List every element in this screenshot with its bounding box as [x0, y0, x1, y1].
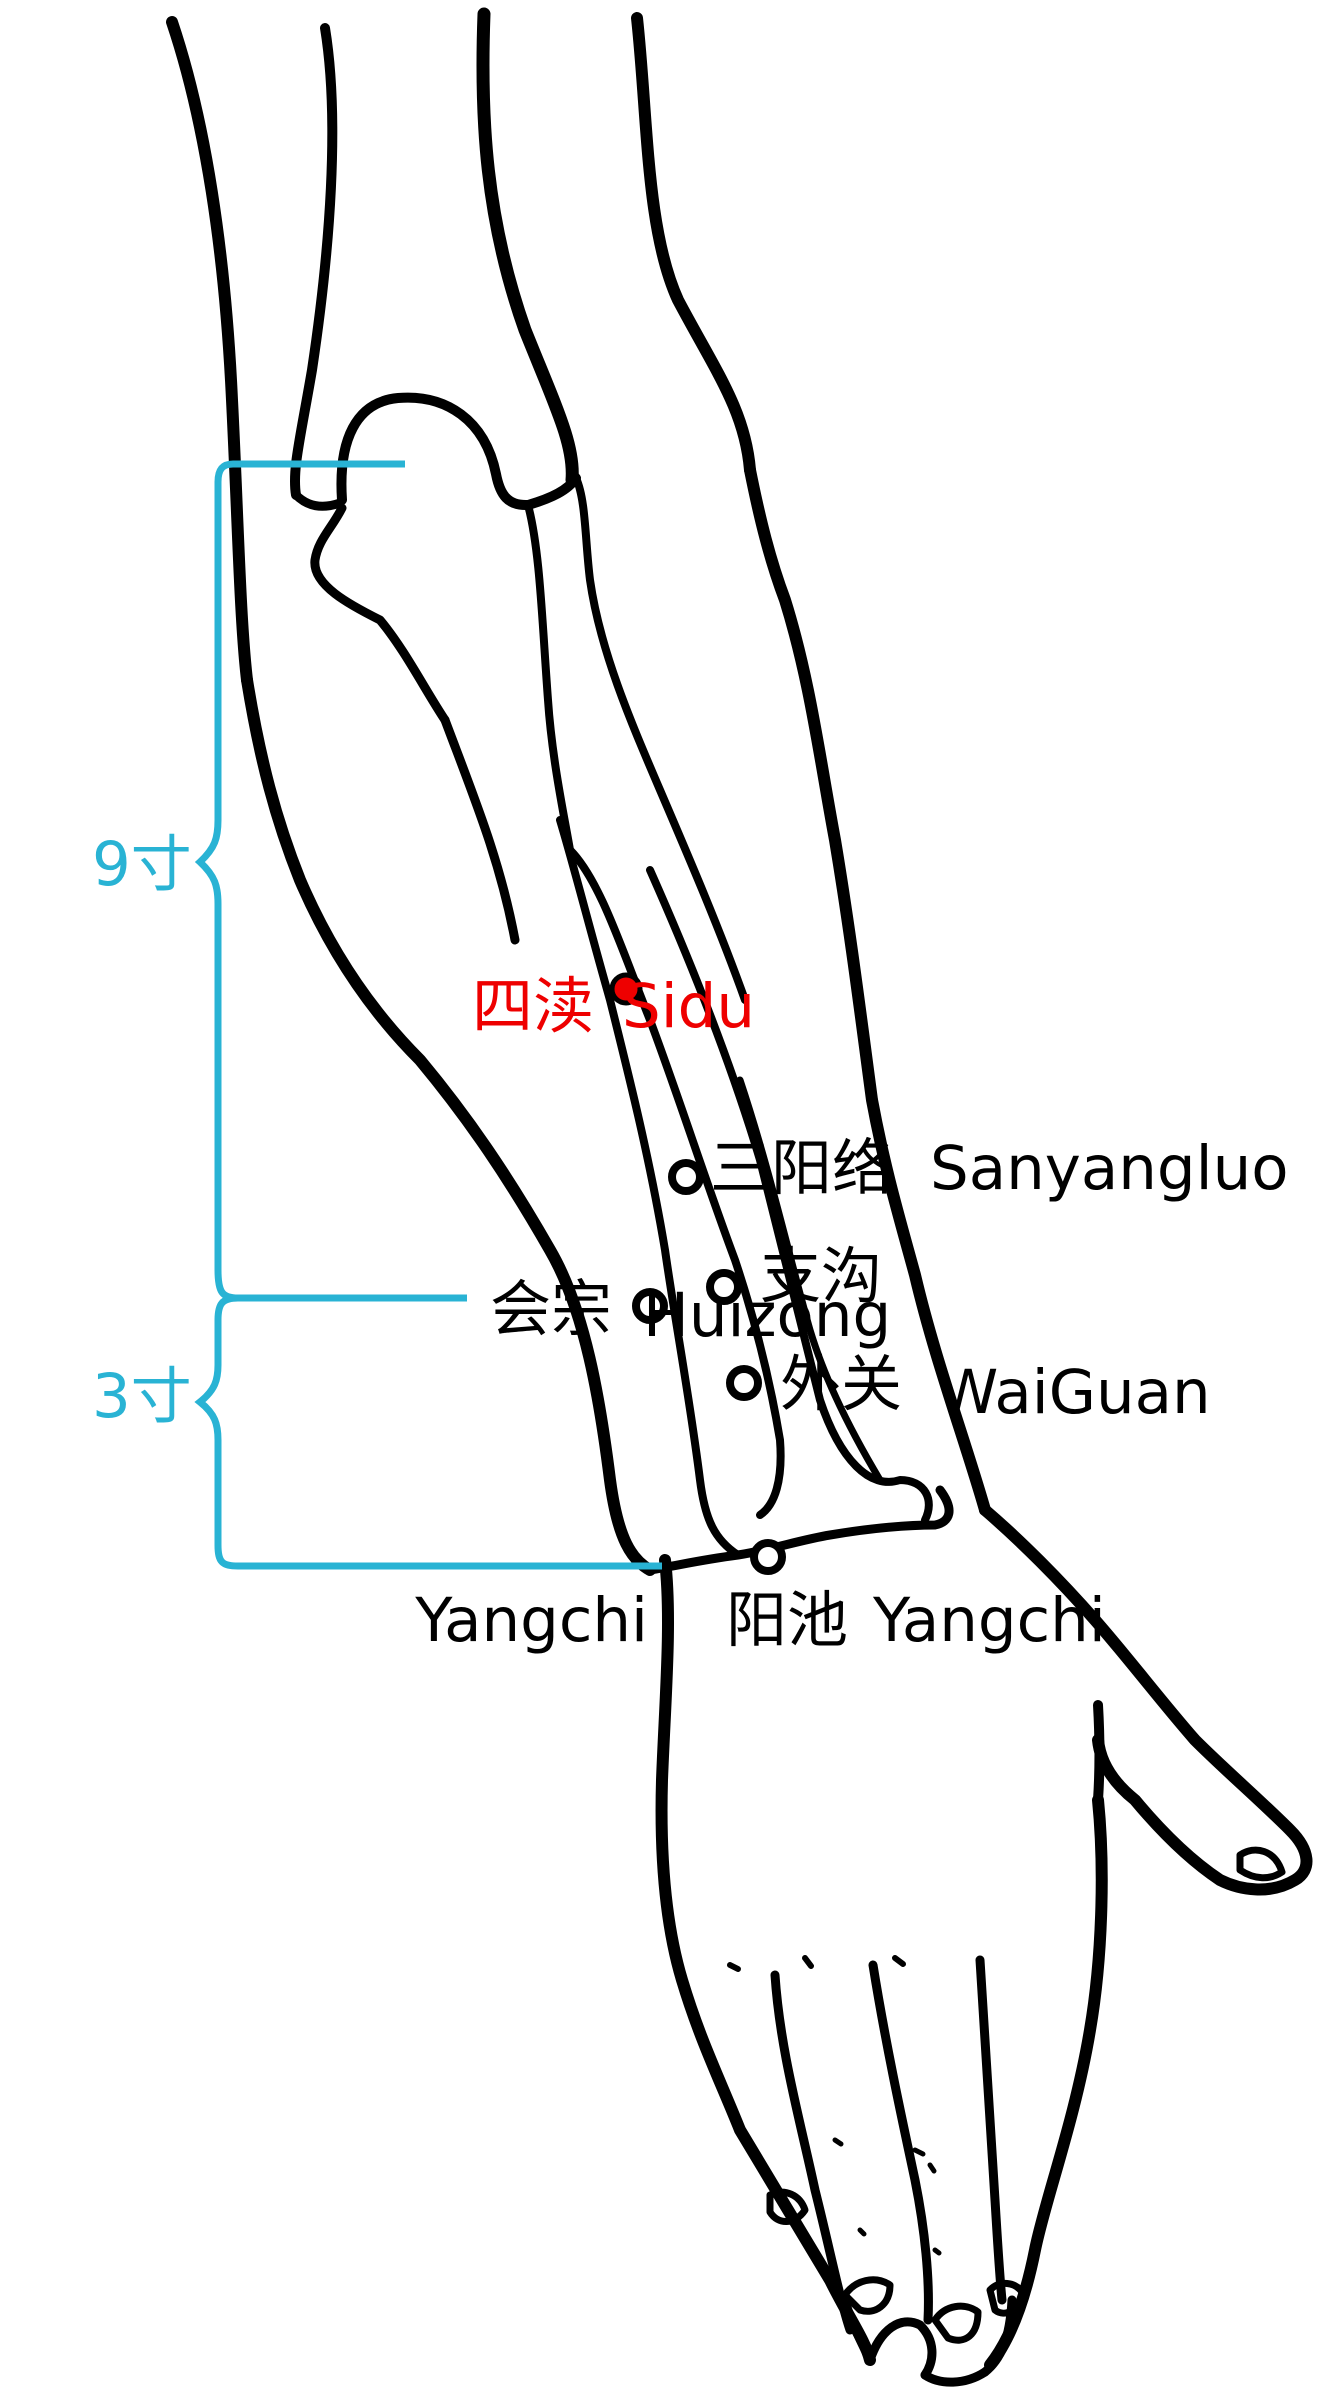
bracket-upper-line — [194, 460, 467, 1302]
point-yangchi-marker — [750, 1539, 786, 1575]
point-yangchi-zh: 阳池 — [726, 1585, 848, 1656]
point-huizong-en: Huizong — [643, 1280, 891, 1351]
left-yangchi-label: Yangchi — [414, 1585, 648, 1656]
measurement-brackets: 9寸 3寸 — [92, 460, 662, 1570]
point-sidu-zh: 四渎 — [472, 971, 594, 1042]
point-yangchi-en: Yangchi — [872, 1585, 1106, 1656]
point-sidu-marker — [609, 972, 643, 1006]
point-waiguan-zh: 外关 — [780, 1349, 902, 1420]
point-huizong-marker — [632, 1288, 668, 1324]
measure-lower-label: 3寸 — [92, 1361, 192, 1432]
bracket-lower — [194, 1294, 662, 1570]
point-zhigou-marker — [706, 1269, 742, 1305]
point-sanyangluo-marker — [668, 1159, 704, 1195]
point-zhigou-zh: 支沟 — [760, 1241, 882, 1312]
point-sanyangluo-zh: 三阳络 — [710, 1133, 893, 1204]
point-waiguan-marker — [726, 1365, 762, 1401]
acupoints: 四渎 Sidu 三阳络 Sanyangluo 支沟 会宗 Huizong 外关 … — [414, 971, 1288, 1656]
bracket-upper — [194, 460, 467, 1302]
bracket-lower-line — [194, 1294, 662, 1570]
measure-upper-label: 9寸 — [92, 829, 192, 900]
point-waiguan-en: WaiGuan — [938, 1357, 1211, 1428]
point-sanyangluo-en: Sanyangluo — [930, 1133, 1289, 1204]
point-sidu-en: Sidu — [622, 971, 755, 1042]
arm-outline — [166, 7, 1313, 2387]
point-huizong-zh: 会宗 — [490, 1274, 612, 1345]
